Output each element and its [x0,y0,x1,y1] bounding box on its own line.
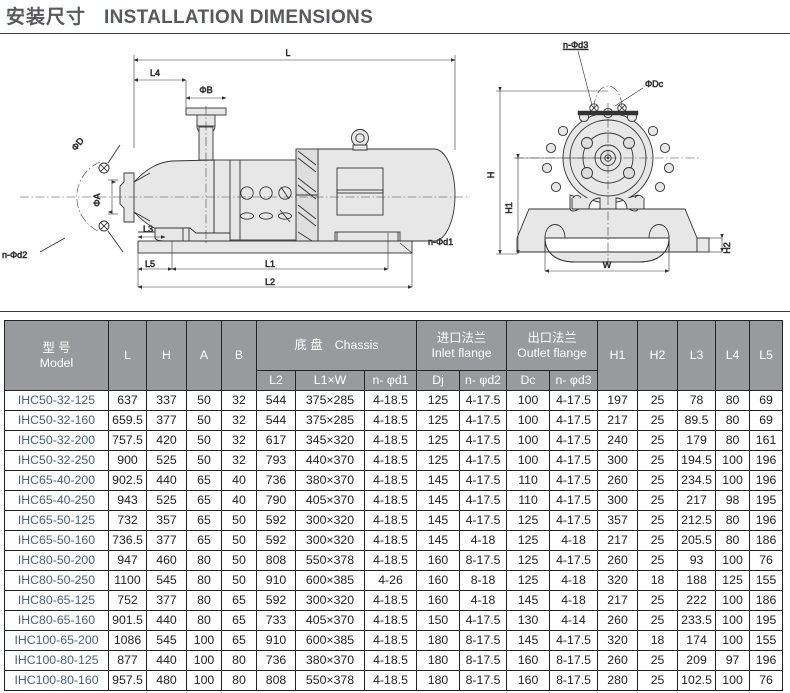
svg-text:ΦDc: ΦDc [645,79,664,89]
svg-text:H1: H1 [504,202,514,214]
svg-text:W: W [603,260,612,270]
svg-text:L5: L5 [145,259,155,269]
svg-text:H: H [486,172,496,179]
svg-text:L2: L2 [265,277,275,287]
svg-text:ΦA: ΦA [92,193,102,206]
svg-text:L4: L4 [150,68,160,78]
svg-text:L3: L3 [143,224,153,234]
svg-text:L: L [285,48,290,58]
svg-text:H2: H2 [722,242,732,254]
svg-text:n-Φd2: n-Φd2 [2,250,27,260]
svg-text:ΦB: ΦB [199,85,212,95]
svg-text:ΦD: ΦD [69,135,86,152]
svg-text:n-Φd3: n-Φd3 [563,40,588,50]
svg-text:n-Φd1: n-Φd1 [428,237,453,247]
svg-text:L1: L1 [265,259,275,269]
